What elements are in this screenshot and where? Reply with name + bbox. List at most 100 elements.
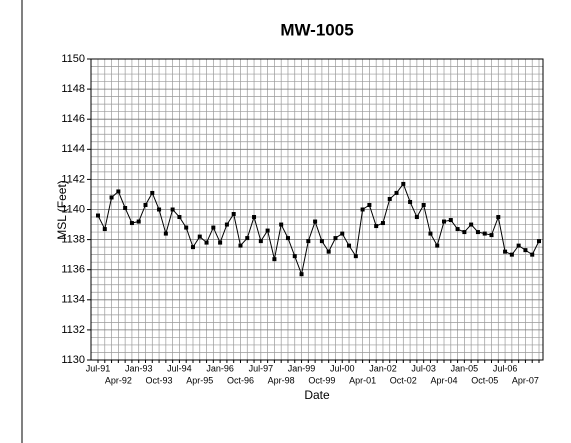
data-point xyxy=(184,225,189,230)
data-point xyxy=(340,231,345,236)
x-tick-label: Oct-93 xyxy=(146,375,173,385)
data-point xyxy=(333,236,338,241)
data-point xyxy=(252,215,257,220)
data-point xyxy=(211,225,216,230)
data-point xyxy=(353,254,358,259)
data-point xyxy=(367,202,372,207)
x-tick-label: Jul-97 xyxy=(249,363,274,373)
x-tick-label: Jan-99 xyxy=(288,363,316,373)
data-point xyxy=(537,239,541,244)
y-tick-label: 1146 xyxy=(61,113,85,125)
data-point xyxy=(279,222,284,227)
data-point xyxy=(245,236,250,241)
data-point xyxy=(102,227,107,232)
data-point xyxy=(380,221,385,226)
y-tick-label: 1134 xyxy=(61,294,85,306)
x-tick-label: Jul-06 xyxy=(493,363,518,373)
x-tick-label: Apr-98 xyxy=(268,375,295,385)
data-point xyxy=(530,252,535,257)
data-point xyxy=(374,224,379,229)
data-point xyxy=(231,212,236,217)
x-tick-label: Jul-94 xyxy=(167,363,192,373)
data-point xyxy=(462,230,467,235)
x-tick-label: Apr-95 xyxy=(186,375,213,385)
data-point xyxy=(170,207,175,212)
data-point xyxy=(96,213,100,218)
data-point xyxy=(489,233,494,238)
x-tick-label: Oct-96 xyxy=(227,375,254,385)
x-tick-label: Jan-93 xyxy=(125,363,153,373)
data-point xyxy=(387,196,392,201)
x-tick-label: Jan-96 xyxy=(206,363,234,373)
data-point xyxy=(157,207,162,212)
data-point xyxy=(319,239,324,244)
data-point xyxy=(516,243,521,248)
x-tick-label: Jul-91 xyxy=(86,363,111,373)
x-tick-label: Oct-02 xyxy=(390,375,417,385)
data-point xyxy=(347,243,352,248)
data-point xyxy=(143,202,148,207)
data-point xyxy=(442,219,447,224)
data-point xyxy=(136,219,141,224)
y-tick-label: 1140 xyxy=(61,203,85,215)
data-point xyxy=(129,221,134,226)
y-axis-label: MSL (Feet) xyxy=(55,180,69,240)
data-point xyxy=(326,249,331,254)
y-tick-label: 1150 xyxy=(61,53,85,65)
y-tick-label: 1132 xyxy=(61,324,85,336)
data-point xyxy=(258,239,263,244)
x-tick-label: Oct-05 xyxy=(471,375,498,385)
data-point xyxy=(299,272,304,277)
x-tick-label: Jul-00 xyxy=(330,363,355,373)
x-tick-label: Apr-92 xyxy=(105,375,132,385)
data-point xyxy=(482,231,487,236)
chart-title: MW-1005 xyxy=(280,20,353,39)
data-point xyxy=(204,240,209,245)
x-tick-label: Jan-05 xyxy=(451,363,479,373)
data-point xyxy=(313,219,318,224)
data-point xyxy=(360,207,365,212)
data-point xyxy=(123,205,128,210)
x-axis-label: Date xyxy=(304,388,330,402)
data-point xyxy=(394,190,399,195)
data-point xyxy=(265,228,270,233)
x-tick-label: Apr-04 xyxy=(431,375,458,385)
data-point xyxy=(414,215,419,220)
data-point xyxy=(272,257,277,262)
x-tick-label: Jan-02 xyxy=(369,363,397,373)
data-point xyxy=(163,231,168,236)
data-point xyxy=(190,245,195,250)
plot-frame xyxy=(90,58,544,361)
data-point xyxy=(503,249,508,254)
data-point xyxy=(224,222,229,227)
data-point xyxy=(109,195,114,200)
data-point xyxy=(408,199,413,204)
data-point xyxy=(475,230,480,235)
data-point xyxy=(435,243,440,248)
data-point xyxy=(448,218,453,223)
data-point xyxy=(197,234,202,239)
data-point xyxy=(150,190,155,195)
data-point xyxy=(306,239,311,244)
y-tick-label: 1136 xyxy=(61,264,85,276)
x-tick-label: Apr-01 xyxy=(349,375,376,385)
x-tick-label: Apr-07 xyxy=(512,375,539,385)
data-point xyxy=(218,240,223,245)
y-tick-label: 1138 xyxy=(61,234,85,246)
data-point xyxy=(469,222,474,227)
data-point xyxy=(421,202,426,207)
data-point xyxy=(523,248,528,253)
data-point xyxy=(455,227,460,232)
data-point xyxy=(285,236,290,241)
data-point xyxy=(238,243,243,248)
data-point xyxy=(509,252,514,257)
data-point xyxy=(496,215,501,220)
x-tick-label: Oct-99 xyxy=(308,375,335,385)
data-point xyxy=(177,215,182,220)
y-tick-label: 1142 xyxy=(61,173,85,185)
data-point xyxy=(428,231,433,236)
data-point xyxy=(116,189,121,194)
y-tick-label: 1148 xyxy=(61,83,85,95)
y-tick-label: 1130 xyxy=(61,354,85,366)
